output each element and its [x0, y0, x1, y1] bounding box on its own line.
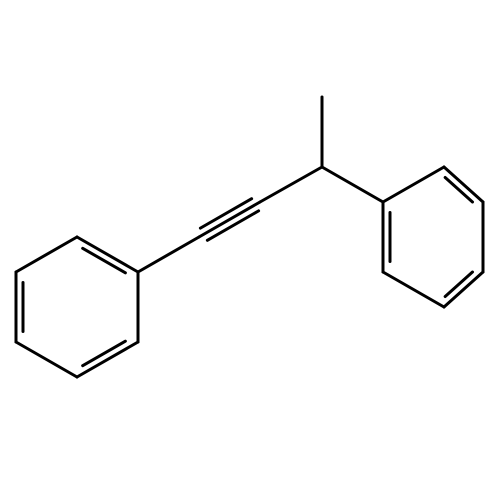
bond-line: [207, 211, 258, 240]
bond-line: [444, 272, 483, 307]
bond-line: [16, 237, 77, 272]
bond-line: [200, 199, 251, 228]
bond-line: [444, 167, 483, 202]
bond-line: [16, 342, 77, 377]
bond-line: [77, 237, 138, 272]
bond-line: [322, 167, 383, 202]
bond-line: [383, 167, 444, 202]
bond-line: [138, 237, 199, 272]
bond-line: [199, 202, 260, 237]
bond-line: [77, 342, 138, 377]
bond-line: [383, 272, 444, 307]
bond-line: [260, 167, 322, 202]
molecule-structure: [0, 0, 500, 500]
